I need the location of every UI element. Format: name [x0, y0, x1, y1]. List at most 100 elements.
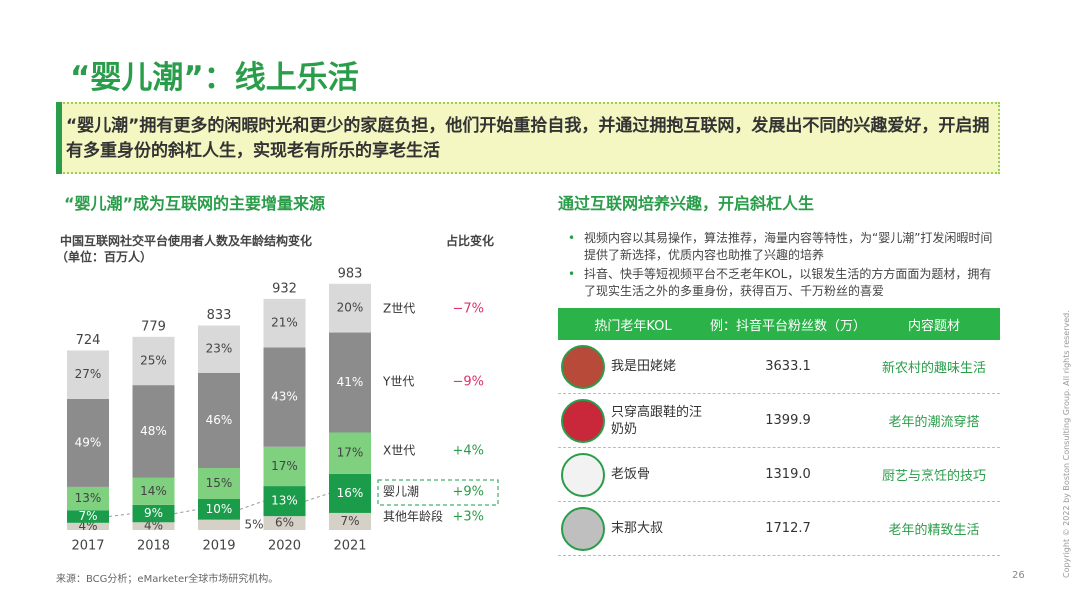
- chart-title: 中国互联网社交平台使用者人数及年龄结构变化: [60, 234, 313, 248]
- kol-cell: 我是田姥姥: [558, 344, 708, 389]
- right-heading: 通过互联网培养兴趣，开启斜杠人生: [558, 194, 815, 213]
- avatar: [561, 398, 605, 443]
- avatar: [561, 506, 605, 551]
- bar-segment: [263, 486, 306, 517]
- segment-label: 23%: [206, 342, 233, 356]
- trend-dash: [239, 500, 264, 510]
- bar-segment: [132, 504, 175, 523]
- total-label: 932: [272, 281, 297, 296]
- source-note: 来源：BCG分析；eMarketer全球市场研究机构。: [56, 574, 279, 585]
- x-tick-label: 2021: [333, 539, 366, 554]
- segment-label: 41%: [337, 375, 364, 389]
- total-label: 779: [141, 319, 166, 334]
- fans-cell: 3633.1: [765, 359, 811, 374]
- chart-subtitle: （单位：百万人）: [56, 250, 153, 264]
- bullet-list: • 视频内容以其易操作，算法推荐，海量内容等特性，为“婴儿潮”打发闲暇时间提供了新…: [568, 230, 998, 302]
- bar-segment: [198, 372, 240, 469]
- avatar: [561, 452, 605, 497]
- bar-segment: [263, 298, 306, 348]
- x-tick-label: 2018: [137, 539, 170, 554]
- bar-segment: [198, 499, 240, 520]
- segment-label: 21%: [271, 316, 298, 330]
- bar-segment: [132, 336, 175, 386]
- bar-segment: [263, 446, 306, 487]
- bar-segment: [329, 283, 371, 333]
- kol-cell: 末那大叔: [558, 506, 708, 551]
- segment-label: 25%: [140, 353, 167, 367]
- segment-label: 14%: [140, 484, 167, 498]
- bar-segment: [263, 516, 306, 530]
- total-label: 983: [338, 266, 363, 281]
- segment-label: 9%: [144, 506, 163, 520]
- header-cell: 热门老年KOL: [594, 318, 672, 334]
- segment-label: 13%: [75, 491, 102, 505]
- bar-segment: [67, 522, 109, 530]
- bar-segment: [329, 432, 371, 474]
- legend-label: X世代: [383, 444, 415, 458]
- bullet-text: 视频内容以其易操作，算法推荐，海量内容等特性，为“婴儿潮”打发闲暇时间提供了新选…: [584, 231, 993, 262]
- segment-label: 43%: [271, 390, 298, 404]
- kol-name: 末那大叔: [611, 521, 664, 536]
- legend-label: Y世代: [382, 375, 414, 389]
- summary-text: “婴儿潮”拥有更多的闲暇时光和更少的家庭负担，他们开始重拾自我，并通过拥抱互联网…: [66, 116, 990, 161]
- bullet-text: 抖音、快手等短视频平台不乏老年KOL，以银发生活的方方面面为题材，拥有了现实生活…: [584, 267, 992, 298]
- bullet-dot: •: [568, 231, 576, 245]
- avatar: [561, 344, 605, 389]
- segment-label: 15%: [206, 476, 233, 490]
- page-number: 26: [1012, 570, 1025, 581]
- segment-label: 48%: [140, 424, 167, 438]
- bar-segment: [67, 486, 109, 511]
- bullet-dot: •: [568, 267, 576, 281]
- x-tick-label: 2017: [71, 539, 104, 554]
- segment-label: 27%: [75, 367, 102, 381]
- bar-segment: [132, 385, 175, 478]
- legend-label: 婴儿潮: [383, 484, 419, 499]
- change-label: +3%: [452, 510, 484, 525]
- kol-name: 我是田姥姥: [611, 359, 677, 374]
- table-row: 老饭骨 1319.0 厨艺与烹饪的技巧: [558, 448, 1000, 502]
- highlight-box: [377, 479, 499, 506]
- segment-label: 6%: [275, 516, 294, 530]
- total-label: 724: [76, 333, 101, 348]
- kol-name: 老饭骨: [611, 467, 651, 482]
- copyright: Copyright © 2022 by Boston Consulting Gr…: [1062, 310, 1071, 578]
- header-cell: 内容题材: [907, 318, 960, 334]
- segment-label: 17%: [271, 459, 298, 473]
- trend-dash: [174, 508, 199, 515]
- x-tick-label: 2019: [202, 539, 235, 554]
- trend-dash: [305, 492, 330, 502]
- change-label: +4%: [452, 444, 484, 459]
- bar-segment: [132, 477, 175, 505]
- total-label: 833: [207, 308, 232, 323]
- bar-segment: [67, 350, 109, 399]
- summary-box: [56, 102, 1000, 174]
- change-label: +9%: [452, 485, 484, 500]
- bar-segment: [198, 519, 240, 530]
- kol-name: 只穿高跟鞋的汪奶奶: [611, 404, 703, 437]
- legend-label: 其他年龄段: [383, 509, 443, 524]
- fans-cell: 1399.9: [765, 413, 811, 428]
- bar-segment: [198, 468, 240, 500]
- segment-label: 20%: [337, 301, 364, 315]
- change-label: −9%: [452, 375, 484, 390]
- slide-title: “婴儿潮”：线上乐活: [70, 60, 359, 96]
- bullet: • 抖音、快手等短视频平台不乏老年KOL，以银发生活的方方面面为题材，拥有了现实生…: [568, 266, 998, 300]
- topic-cell: 老年的精致生活: [888, 523, 980, 538]
- legend-label: Z世代: [383, 302, 415, 316]
- kol-cell: 老饭骨: [558, 452, 708, 497]
- table-row: 末那大叔 1712.7 老年的精致生活: [558, 502, 1000, 556]
- bar-segment: [329, 473, 371, 513]
- header-cell: 例：抖音平台粉丝数（万）: [709, 318, 866, 334]
- topic-cell: 新农村的趣味生活: [881, 361, 986, 376]
- table-header: 热门老年KOL 例：抖音平台粉丝数（万） 内容题材: [558, 308, 1000, 340]
- kol-table: 热门老年KOL 例：抖音平台粉丝数（万） 内容题材我是田姥姥 3633.1 新农村的趣味…: [558, 308, 1000, 556]
- bar-segment: [263, 347, 306, 447]
- segment-label: 17%: [337, 446, 364, 460]
- accent-bar: [56, 102, 62, 174]
- left-heading: “婴儿潮”成为互联网的主要增量来源: [64, 194, 326, 213]
- topic-cell: 厨艺与烹饪的技巧: [881, 469, 986, 484]
- change-label: −7%: [452, 302, 484, 317]
- bar-segment: [329, 332, 371, 433]
- segment-label: 16%: [337, 486, 364, 500]
